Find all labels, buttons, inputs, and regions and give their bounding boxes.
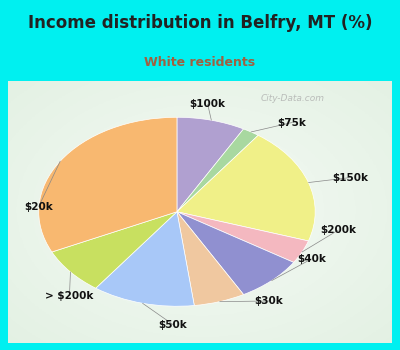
Text: $75k: $75k	[278, 118, 306, 127]
Wedge shape	[39, 117, 177, 252]
Wedge shape	[177, 117, 244, 212]
Text: > $200k: > $200k	[45, 291, 94, 301]
Wedge shape	[96, 212, 194, 306]
Text: $150k: $150k	[332, 173, 368, 183]
Wedge shape	[177, 135, 315, 241]
Text: $200k: $200k	[320, 225, 356, 235]
Wedge shape	[177, 212, 294, 295]
Text: Income distribution in Belfry, MT (%): Income distribution in Belfry, MT (%)	[28, 14, 372, 32]
Text: City-Data.com: City-Data.com	[260, 94, 324, 103]
Wedge shape	[52, 212, 177, 288]
Text: White residents: White residents	[144, 56, 256, 69]
Wedge shape	[177, 212, 308, 262]
Wedge shape	[177, 129, 258, 212]
Text: $30k: $30k	[255, 296, 284, 306]
Text: $50k: $50k	[159, 320, 188, 330]
Text: $100k: $100k	[190, 99, 226, 109]
Wedge shape	[177, 212, 244, 306]
Text: $40k: $40k	[297, 254, 326, 264]
Text: $20k: $20k	[24, 202, 53, 211]
